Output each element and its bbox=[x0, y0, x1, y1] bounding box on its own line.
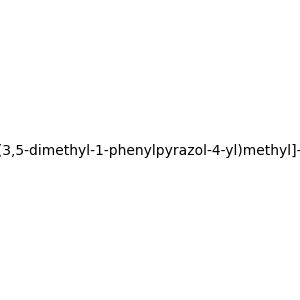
Text: N-[(3,5-dimethyl-1-phenylpyrazol-4-yl)methyl]-1-(1: N-[(3,5-dimethyl-1-phenylpyrazol-4-yl)me… bbox=[0, 145, 300, 158]
